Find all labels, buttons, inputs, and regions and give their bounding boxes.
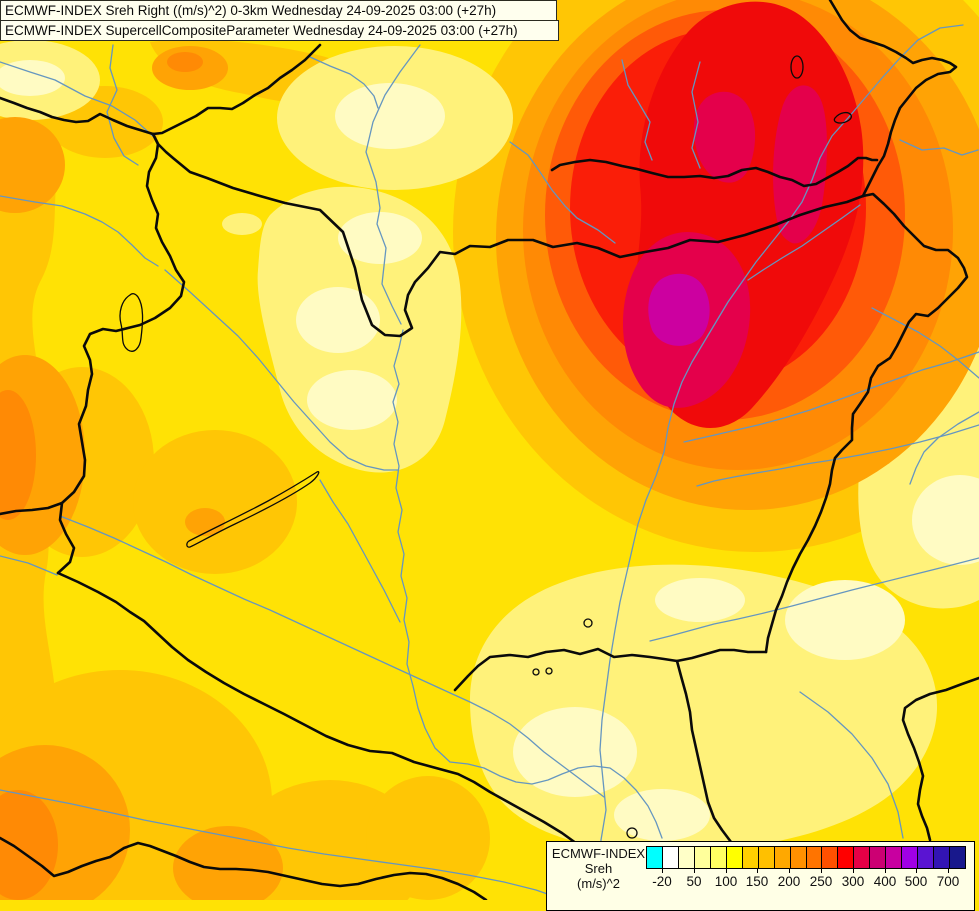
- legend-color-cell: [742, 847, 759, 868]
- legend-color-cell: [918, 847, 935, 868]
- legend-tick: [885, 868, 886, 873]
- legend-color-cell: [758, 847, 775, 868]
- legend-tick-label: 100: [714, 874, 738, 889]
- legend-tick-label: 700: [936, 874, 960, 889]
- legend-tick-label: 400: [873, 874, 897, 889]
- legend-tick-label: 200: [777, 874, 801, 889]
- lake-neusiedl-outline: [119, 293, 144, 352]
- contour-cream-layer: [0, 60, 979, 841]
- legend-tick: [789, 868, 790, 873]
- lakes: [119, 55, 852, 839]
- legend-parameter: Sreh: [584, 861, 613, 876]
- contour-red-core: [622, 1, 864, 429]
- legend-tick-label: 300: [841, 874, 865, 889]
- legend-color-cell: [934, 847, 951, 868]
- legend-tick-label: -20: [652, 874, 672, 889]
- legend-color-cell: [662, 847, 679, 868]
- legend-tick: [916, 868, 917, 873]
- map-title-secondary: ECMWF-INDEX SupercellCompositeParameter …: [0, 20, 559, 41]
- legend-title: ECMWF-INDEX: [551, 846, 646, 861]
- legend-tick: [694, 868, 695, 873]
- legend-color-cell: [774, 847, 791, 868]
- legend-panel: ECMWF-INDEX Sreh (m/s)^2 -20 50 100 150 200 2…: [546, 841, 975, 911]
- rivers: [0, 24, 979, 900]
- legend-tick: [948, 868, 949, 873]
- legend-labels: ECMWF-INDEX Sreh (m/s)^2: [551, 846, 646, 891]
- legend-tick-label: 250: [809, 874, 833, 889]
- legend-color-cell: [870, 847, 887, 868]
- legend-color-cell: [678, 847, 695, 868]
- legend-color-cell: [806, 847, 823, 868]
- legend-color-cell: [838, 847, 855, 868]
- map-title-primary: ECMWF-INDEX Sreh Right ((m/s)^2) 0-3km W…: [0, 0, 557, 21]
- legend-color-cell: [647, 847, 663, 868]
- legend-color-cell: [854, 847, 871, 868]
- legend-tick: [662, 868, 663, 873]
- legend-color-cell: [726, 847, 743, 868]
- legend-color-cell: [790, 847, 807, 868]
- legend-tick: [821, 868, 822, 873]
- contour-magenta-core: [648, 273, 710, 346]
- legend-tick-label: 150: [745, 874, 769, 889]
- legend-colorbar: [646, 846, 966, 869]
- legend-tick-label: 500: [904, 874, 928, 889]
- legend-tick: [757, 868, 758, 873]
- legend-color-cell: [950, 847, 966, 868]
- legend-tick: [726, 868, 727, 873]
- legend-tick-label: 50: [686, 874, 702, 889]
- legend-color-cell: [822, 847, 839, 868]
- legend-color-cell: [902, 847, 919, 868]
- legend-unit: (m/s)^2: [577, 876, 620, 891]
- legend-color-cell: [886, 847, 903, 868]
- legend-color-cell: [710, 847, 727, 868]
- lake-balaton-outline: [186, 471, 320, 548]
- legend-color-cell: [694, 847, 711, 868]
- legend-tick: [853, 868, 854, 873]
